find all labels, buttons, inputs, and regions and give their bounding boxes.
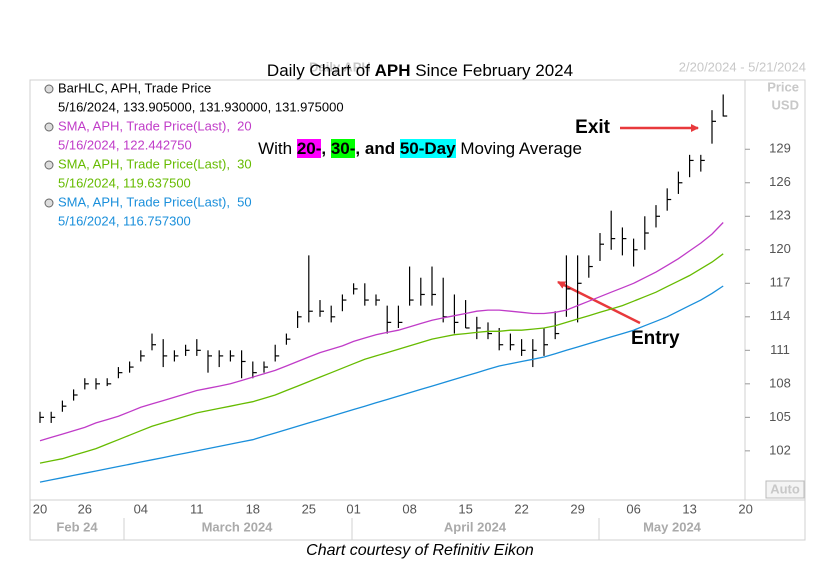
annotation: Exit bbox=[575, 117, 611, 138]
month-label: April 2024 bbox=[444, 519, 507, 534]
x-tick-label: 06 bbox=[626, 501, 640, 516]
y-tick-label: 114 bbox=[770, 308, 791, 323]
y-tick-label: 108 bbox=[769, 375, 791, 390]
legend-detail: 5/16/2024, 122.442750 bbox=[58, 137, 192, 152]
month-label: March 2024 bbox=[202, 519, 274, 534]
x-tick-label: 13 bbox=[682, 501, 696, 516]
y-tick-label: 117 bbox=[770, 275, 791, 290]
title: Daily Chart of APH Since February 2024 bbox=[0, 58, 821, 84]
y-tick-label: 105 bbox=[769, 409, 791, 424]
month-label: May 2024 bbox=[643, 519, 702, 534]
x-tick-label: 22 bbox=[514, 501, 528, 516]
x-tick-label: 15 bbox=[458, 501, 472, 516]
legend-detail: 5/16/2024, 116.757300 bbox=[58, 213, 191, 228]
legend-entry: SMA, APH, Trade Price(Last), 20 bbox=[58, 118, 252, 133]
subtitle-part: , and bbox=[355, 139, 400, 158]
x-tick-label: 20 bbox=[738, 501, 752, 516]
plot-frame bbox=[29, 79, 746, 501]
legend-entry: SMA, APH, Trade Price(Last), 30 bbox=[58, 156, 252, 171]
legend-icon bbox=[44, 122, 54, 132]
titles: Daily Chart of APH Since February 2024 W… bbox=[0, 6, 821, 188]
sma-line bbox=[39, 285, 724, 483]
subtitle-part: 30- bbox=[330, 139, 356, 158]
subtitle-part: 20- bbox=[296, 139, 322, 158]
auto-label[interactable]: Auto bbox=[770, 481, 800, 496]
legend-entry: BarHLC, APH, Trade Price bbox=[58, 80, 211, 95]
y-tick-label: 129 bbox=[769, 141, 791, 156]
title-part: Since February 2024 bbox=[410, 61, 574, 80]
y-tick-label: 123 bbox=[769, 208, 791, 223]
y-tick-label: 102 bbox=[769, 442, 791, 457]
x-tick-label: 29 bbox=[570, 501, 584, 516]
sma-line bbox=[39, 253, 724, 464]
x-tick-label: 18 bbox=[246, 501, 260, 516]
legend-icon bbox=[44, 160, 54, 170]
title-part: Daily Chart of bbox=[266, 61, 375, 80]
legend-entry: SMA, APH, Trade Price(Last), 50 bbox=[58, 194, 252, 209]
legend-icon bbox=[44, 84, 54, 94]
month-label: Feb 24 bbox=[56, 519, 98, 534]
date-axis-frame bbox=[29, 499, 806, 541]
subtitle-part: Moving Average bbox=[455, 139, 582, 158]
sma-line bbox=[39, 222, 724, 442]
x-tick-label: 04 bbox=[134, 501, 148, 516]
footer: Chart courtesy of Refinitiv Eikon bbox=[306, 542, 534, 559]
y-tick-label: 120 bbox=[769, 241, 791, 256]
y-tick-label: 126 bbox=[769, 174, 791, 189]
axis-label: Price bbox=[767, 79, 799, 94]
x-tick-label: 25 bbox=[302, 501, 316, 516]
legend-icon bbox=[44, 198, 54, 208]
y-tick-label: 111 bbox=[770, 342, 790, 357]
title-part: APH bbox=[374, 61, 411, 80]
subtitle: With 20-, 30-, and 50-Day Moving Average bbox=[0, 136, 821, 162]
annotation: Entry bbox=[631, 328, 680, 349]
subtitle-part: , bbox=[321, 139, 331, 158]
auto-button[interactable] bbox=[765, 480, 805, 499]
x-tick-label: 08 bbox=[402, 501, 416, 516]
subtitle-part: 50-Day bbox=[399, 139, 456, 158]
date-range: 2/20/2024 - 5/21/2024 bbox=[679, 59, 806, 74]
x-tick-label: 01 bbox=[346, 501, 360, 516]
price-axis-frame bbox=[744, 79, 806, 501]
chart-name: Daily APH bbox=[309, 59, 371, 74]
axis-label: USD bbox=[772, 97, 799, 112]
x-tick-label: 20 bbox=[33, 501, 47, 516]
x-tick-label: 11 bbox=[190, 501, 204, 516]
legend-detail: 5/16/2024, 133.905000, 131.930000, 131.9… bbox=[58, 99, 344, 114]
legend-detail: 5/16/2024, 119.637500 bbox=[58, 175, 191, 190]
subtitle-part: With bbox=[258, 139, 297, 158]
annotation-arrow bbox=[557, 280, 641, 325]
x-tick-label: 26 bbox=[78, 501, 92, 516]
